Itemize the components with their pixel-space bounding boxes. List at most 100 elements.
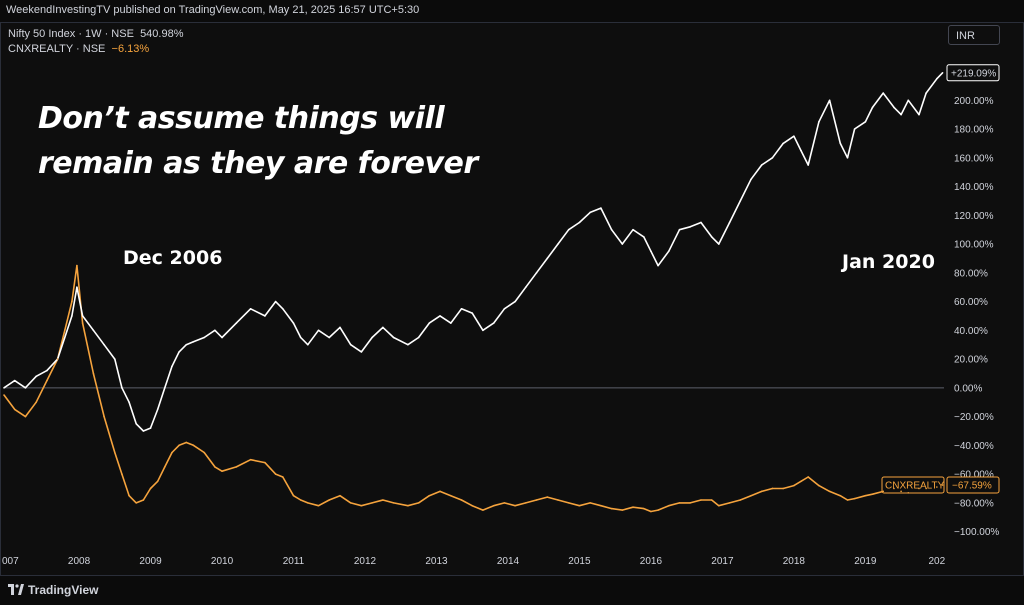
cnxrealty-data-point (514, 504, 516, 507)
nifty-data-point (317, 329, 320, 332)
cnxrealty-data-point (578, 504, 581, 507)
cnxrealty-data-point (339, 494, 341, 497)
cnxrealty-data-point (407, 504, 409, 507)
y-tick-label: 180.00% (954, 125, 994, 136)
y-tick-label: −100.00% (954, 527, 999, 538)
cnxrealty-data-point (600, 504, 602, 507)
nifty-data-point (839, 142, 842, 145)
annotation-jan-2020: Jan 2020 (842, 251, 935, 273)
y-tick-label: 60.00% (954, 297, 988, 308)
cnxrealty-data-point (535, 499, 538, 501)
cnxrealty-data-point (81, 322, 84, 324)
cnxrealty-data-point (710, 499, 713, 501)
nifty-data-point (807, 164, 809, 166)
cnxrealty-data-point (35, 401, 37, 404)
nifty-data-point (221, 336, 223, 339)
cnxrealty-data-point (46, 379, 48, 382)
nifty-data-point (893, 106, 895, 109)
cnxrealty-data-point (299, 499, 302, 501)
cnxrealty-data-point (739, 499, 742, 501)
nifty-data-point (299, 336, 302, 339)
x-tick-label: 202 (929, 556, 946, 567)
cnxrealty-data-point (185, 441, 188, 444)
cnxrealty-data-point (650, 510, 652, 513)
nifty-data-point (918, 113, 920, 116)
cnxrealty-data-point (349, 502, 352, 504)
cnxrealty-data-point (482, 509, 484, 511)
legend-realty-value: −6.13% (111, 43, 150, 55)
cnxrealty-data-point (156, 480, 159, 483)
cnxrealty-data-point (439, 490, 441, 493)
cnxrealty-data-point (828, 490, 831, 493)
cnxrealty-data-point (525, 502, 527, 504)
nifty-last-value: +219.09% (951, 68, 996, 79)
nifty-data-point (818, 121, 820, 123)
cnxrealty-data-point (417, 502, 420, 504)
nifty-data-point (13, 379, 16, 382)
nifty-data-point (103, 343, 105, 346)
nifty-data-point (853, 128, 856, 130)
cnxrealty-data-point (63, 329, 66, 332)
data-points (3, 72, 944, 513)
cnxrealty-name-box (881, 476, 945, 494)
cnxrealty-data-point (214, 466, 216, 468)
cnxrealty-data-point (667, 504, 670, 507)
currency-selector[interactable]: INR (948, 25, 1000, 45)
x-tick-label: 2008 (68, 556, 91, 567)
cnxrealty-data-point (893, 487, 895, 490)
nifty-data-point (192, 341, 195, 343)
x-tick-label: 2018 (783, 556, 806, 567)
x-tick-label: 2015 (568, 556, 591, 567)
legend-nifty[interactable]: Nifty 50 Index · 1W · NSE 540.98% (8, 28, 184, 40)
nifty-data-point (417, 336, 420, 339)
y-tick-label: 200.00% (954, 96, 994, 107)
nifty-data-point (171, 365, 173, 368)
tradingview-brand[interactable]: TradingView (28, 583, 99, 597)
nifty-data-point (471, 312, 474, 314)
cnxrealty-data-point (503, 502, 506, 504)
cnxrealty-data-point (936, 486, 938, 488)
nifty-data-point (678, 228, 681, 231)
nifty-data-point (546, 257, 549, 260)
cnxrealty-data-point (382, 499, 384, 501)
cnxrealty-data-point (135, 502, 138, 504)
y-axis: 200.00% 180.00% 160.00% 140.00% 120.00% 100.0… (954, 96, 999, 538)
cnxrealty-data-point (281, 476, 284, 478)
cnxrealty-data-point (264, 461, 266, 464)
nifty-data-point (525, 286, 527, 288)
y-tick-label: 20.00% (954, 355, 988, 366)
nifty-data-point (650, 250, 652, 253)
series-line-nifty (3, 72, 944, 432)
y-tick-label: 140.00% (954, 182, 994, 193)
cnxrealty-data-point (807, 476, 809, 478)
cnxrealty-data-point (128, 494, 130, 497)
cnxrealty-data-point (839, 494, 842, 497)
nifty-data-point (610, 228, 613, 231)
cnxrealty-data-point (632, 506, 634, 508)
cnxrealty-last-value-box (946, 476, 1000, 494)
nifty-data-point (632, 228, 634, 231)
y-tick-label: 120.00% (954, 211, 994, 222)
x-tick-label: 2010 (211, 556, 234, 567)
nifty-data-point (274, 300, 277, 303)
nifty-data-point (936, 77, 938, 80)
annotation-dec-2006: Dec 2006 (123, 247, 223, 269)
cnxrealty-data-point (907, 491, 910, 494)
nifty-data-point (185, 343, 188, 346)
cnxrealty-data-point (492, 504, 495, 507)
nifty-data-point (689, 225, 692, 228)
nifty-data-point (149, 427, 152, 429)
nifty-data-point (828, 99, 831, 102)
x-tick-label: 2016 (640, 556, 663, 567)
nifty-data-point (135, 422, 138, 425)
nifty-data-point (178, 351, 180, 353)
cnxrealty-data-point (621, 509, 624, 511)
nifty-data-point (460, 307, 463, 310)
tradingview-logo-icon[interactable] (8, 584, 24, 596)
cnxrealty-data-point (846, 499, 849, 501)
legend-realty[interactable]: CNXREALTY · NSE −6.13% (8, 43, 149, 55)
nifty-data-point (92, 329, 95, 332)
y-tick-label: 80.00% (954, 268, 988, 279)
nifty-data-point (882, 92, 885, 94)
